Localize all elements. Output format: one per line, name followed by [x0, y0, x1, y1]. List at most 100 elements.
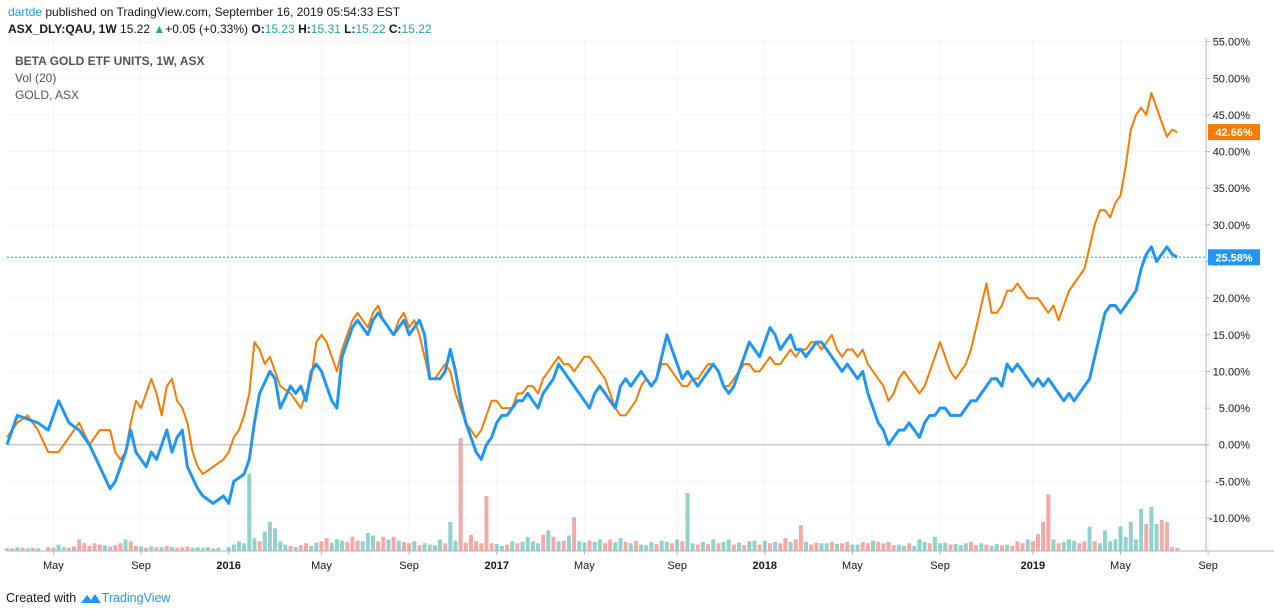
footer: Created with TradingView: [6, 591, 170, 605]
y-tick-label: 5.00%: [1219, 403, 1250, 415]
volume-bar: [927, 543, 932, 551]
y-tick-label: 30.00%: [1213, 220, 1251, 232]
volume-bar: [128, 541, 133, 551]
volume-bar: [102, 545, 107, 551]
volume-bar: [690, 543, 695, 551]
volume-bar: [226, 547, 231, 551]
volume-bar: [252, 538, 257, 551]
volume-bar: [551, 536, 556, 551]
x-tick-label: Sep: [1198, 560, 1218, 572]
volume-bar: [938, 543, 943, 551]
volume-bar: [51, 547, 56, 551]
volume-bar: [298, 545, 303, 551]
volume-bar: [427, 544, 432, 551]
volume-bar: [417, 545, 422, 551]
volume-bar: [25, 548, 30, 551]
volume-bar: [133, 545, 138, 551]
volume-bar: [984, 544, 989, 551]
volume-bar: [288, 545, 293, 551]
volume-bar: [1103, 530, 1108, 551]
price-axis[interactable]: 55.00%50.00%45.00%40.00%35.00%30.00%25.0…: [1206, 38, 1250, 525]
x-tick-label: Sep: [930, 560, 950, 572]
x-tick-label: Sep: [399, 560, 419, 572]
volume-bar: [371, 535, 376, 551]
volume-bar: [608, 539, 613, 551]
author-link[interactable]: dartde: [8, 5, 43, 19]
volume-bar: [1092, 541, 1097, 551]
volume-bar: [329, 542, 334, 551]
price-change: +0.05 (+0.33%): [165, 22, 249, 36]
volume-bar: [726, 539, 731, 551]
volume-bar: [1056, 543, 1061, 551]
volume-bar: [757, 544, 762, 551]
volume-bar: [999, 545, 1004, 551]
gold-series-line[interactable]: [6, 92, 1178, 476]
y-tick-label: -10.00%: [1209, 513, 1250, 525]
volume-bar: [1010, 545, 1015, 551]
y-tick-label: -5.00%: [1215, 476, 1250, 488]
volume-bar: [561, 540, 566, 551]
volume-bar: [1082, 541, 1087, 551]
tradingview-logo-icon: [80, 594, 101, 603]
volume-bar: [494, 543, 499, 551]
volume-bar: [211, 548, 216, 551]
volume-bar: [670, 543, 675, 551]
volume-bar: [886, 541, 891, 551]
volume-bar: [1025, 539, 1030, 551]
volume-bar: [695, 544, 700, 551]
volume-bar: [355, 540, 360, 551]
volume-bar: [262, 531, 267, 551]
volume-bar: [381, 536, 386, 551]
volume-bar: [1061, 541, 1066, 551]
volume-bar: [360, 541, 365, 551]
volume-bar: [618, 538, 623, 551]
volume-bar: [1144, 523, 1149, 551]
volume-bar: [87, 545, 92, 551]
qau-series-line[interactable]: [5, 245, 1178, 505]
volume-bar: [680, 541, 685, 551]
x-tick-label: May: [842, 560, 863, 572]
y-tick-label: 50.00%: [1213, 73, 1251, 85]
volume-bar: [1077, 543, 1082, 551]
volume-bar: [675, 539, 680, 551]
legend-volume: Vol (20): [15, 71, 56, 85]
chart-area[interactable]: 55.00%50.00%45.00%40.00%35.00%30.00%25.0…: [0, 38, 1274, 588]
tradingview-brand-link[interactable]: TradingView: [101, 591, 171, 605]
volume-bar: [438, 539, 443, 551]
volume-bar: [200, 547, 205, 551]
low-value: 15.22: [355, 22, 386, 36]
volume-bar: [510, 541, 515, 551]
volume-bar: [958, 545, 963, 551]
volume-bar: [1066, 539, 1071, 551]
volume-bar: [948, 544, 953, 551]
volume-bar: [489, 543, 494, 551]
volume-bar: [149, 546, 154, 551]
volume-bar: [788, 541, 793, 551]
volume-bar: [834, 543, 839, 551]
volume-bar: [963, 543, 968, 551]
volume-bar: [809, 544, 814, 551]
gold-last-value-tag-bg: [1208, 124, 1260, 141]
legend-main-series: BETA GOLD ETF UNITS, 1W, ASX: [15, 54, 205, 68]
volume-bar: [1051, 539, 1056, 551]
volume-bar: [324, 538, 329, 551]
volume-bar: [932, 536, 937, 551]
volume-bar: [700, 541, 705, 551]
volume-bar: [1046, 494, 1051, 551]
time-axis[interactable]: May Sep 2016 May Sep 2017 May Sep 2018 May Sep 2019…: [43, 551, 1218, 572]
volume-bar: [345, 541, 350, 551]
volume-bar: [974, 545, 979, 551]
volume-bar: [185, 546, 190, 551]
volume-bar: [195, 547, 200, 551]
close-label: C:: [388, 22, 402, 36]
volume-bar: [365, 532, 370, 551]
volume-bar: [443, 543, 448, 551]
x-tick-label: May: [1110, 560, 1131, 572]
volume-bar: [118, 543, 123, 551]
volume-bar: [582, 542, 587, 551]
grid-lines: [7, 38, 1209, 551]
y-tick-label: 15.00%: [1213, 330, 1251, 342]
volume-bar: [654, 543, 659, 551]
volume-bar: [448, 521, 453, 551]
volume-bar: [737, 542, 742, 551]
